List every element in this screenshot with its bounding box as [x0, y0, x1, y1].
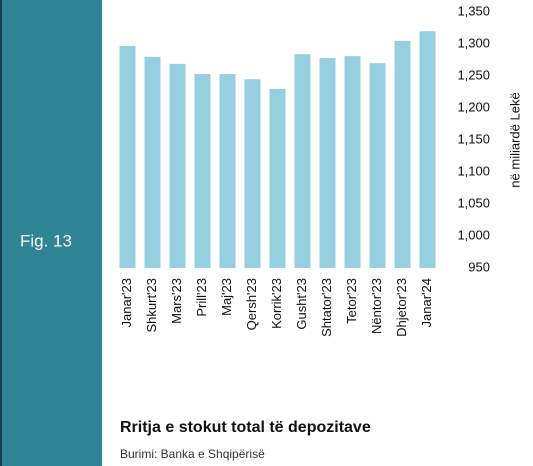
y-tick-label: 1,200 [457, 99, 490, 114]
figure-label: Fig. 13 [20, 231, 72, 250]
y-tick-label: 1,250 [457, 67, 490, 82]
bar [219, 74, 236, 268]
bar [269, 88, 286, 268]
x-tick-label: Shtator'23 [319, 278, 334, 337]
source: Burimi: Banka e Shqipërisë [120, 447, 265, 461]
y-tick-label: 950 [468, 259, 490, 274]
bar [244, 79, 261, 268]
x-tick-label: Prill'23 [194, 278, 209, 317]
bar [119, 45, 136, 268]
y-tick-label: 1,050 [457, 195, 490, 210]
bar [169, 63, 186, 269]
bar [369, 63, 386, 269]
bar [419, 31, 436, 269]
bar [344, 56, 361, 268]
sidebar [0, 0, 102, 466]
y-tick-label: 1,300 [457, 35, 490, 50]
bar [319, 58, 336, 268]
y-axis-title: në miliardë Lekë [507, 92, 522, 187]
bar [194, 74, 211, 268]
x-tick-label: Janar'23 [119, 278, 134, 327]
x-tick-label: Qersh'23 [244, 278, 259, 330]
x-tick-label: Mars'23 [169, 278, 184, 324]
bar [394, 40, 411, 268]
x-tick-label: Nëntor'23 [369, 278, 384, 334]
y-tick-label: 1,000 [457, 227, 490, 242]
x-tick-label: Shkurt'23 [144, 278, 159, 333]
x-tick-label: Tetor'23 [344, 278, 359, 324]
y-tick-label: 1,150 [457, 131, 490, 146]
x-tick-label: Janar'24 [419, 278, 434, 327]
bar [144, 56, 161, 268]
x-tick-label: Dhjetor'23 [394, 278, 409, 337]
x-tick-label: Maj'23 [219, 278, 234, 316]
bar [294, 54, 311, 268]
y-tick-label: 1,350 [457, 3, 490, 18]
x-tick-label: Korrik'23 [269, 278, 284, 329]
chart-title: Rritja e stokut total të depozitave [120, 419, 371, 436]
x-tick-label: Gusht'23 [294, 278, 309, 330]
y-tick-label: 1,100 [457, 163, 490, 178]
